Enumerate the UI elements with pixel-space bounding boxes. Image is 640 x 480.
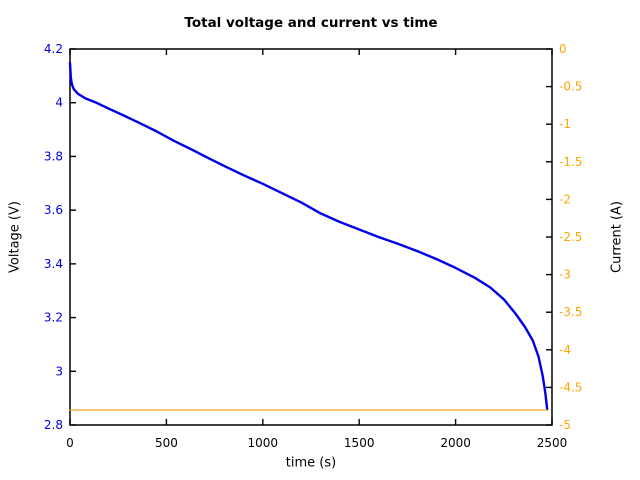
y-left-tick-label: 3.8 [44,149,63,163]
x-tick-label: 0 [66,436,74,450]
y-right-tick-label: -2.5 [559,230,582,244]
x-tick-label: 1500 [344,436,375,450]
y-right-tick-label: -3.5 [559,305,582,319]
total-voltage-curve [68,61,549,411]
y-left-tick-label: 2.8 [44,418,63,432]
x-tick-label: 500 [155,436,178,450]
y-left-tick-label: 3.2 [44,311,63,325]
y-left-tick-label: 4 [55,96,63,110]
x-axis-label-time: time (s) [285,455,337,471]
y-left-tick-label: 3.4 [44,257,63,271]
y-right-tick-label: -5 [559,418,571,432]
x-tick-label: 1000 [248,436,279,450]
y-right-tick-label: -3 [559,268,571,282]
y-right-tick-label: 0 [559,42,567,56]
y-right-tick-label: -4.5 [559,380,582,394]
x-tick-label: 2000 [440,436,471,450]
y-left-tick-label: 3 [55,364,63,378]
chart-title: Total voltage and current vs time [184,15,438,31]
y-right-tick-label: -1 [559,117,571,131]
y-right-tick-label: -1.5 [559,155,582,169]
plot-border [69,48,553,426]
y-right-tick-label: -2 [559,192,571,206]
y-left-tick-label: 4.2 [44,42,63,56]
y-left-tick-label: 3.6 [44,203,63,217]
y-right-tick-label: -4 [559,343,571,357]
y-right-tick-label: -0.5 [559,80,582,94]
x-tick-label: 2500 [537,436,568,450]
